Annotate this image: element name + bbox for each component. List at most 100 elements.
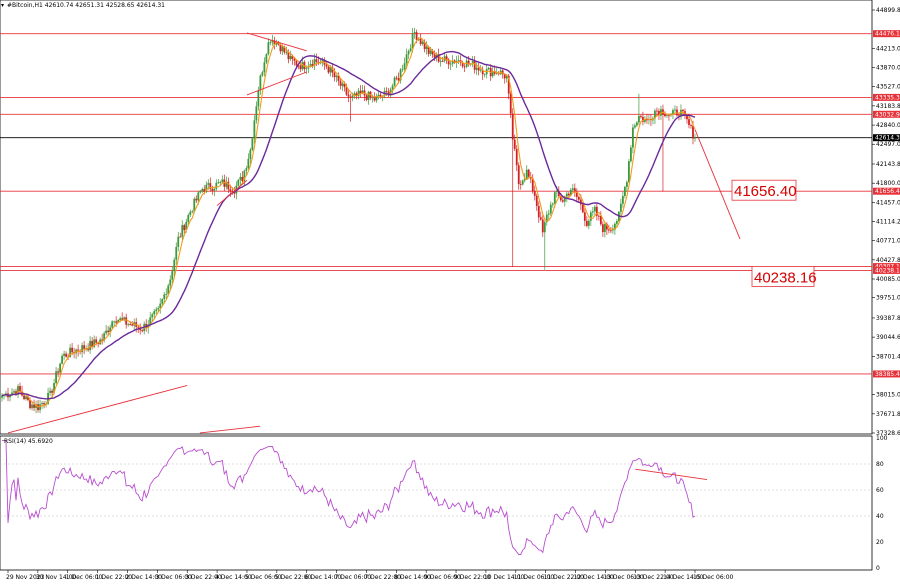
- time-tick-label: 29 Nov 2023: [6, 574, 45, 581]
- candle-body: [523, 178, 526, 181]
- candle-body: [513, 139, 516, 149]
- candle-body: [668, 115, 670, 117]
- level-tag-text: 43335.34: [875, 94, 900, 101]
- price-tick-label: 43183.80: [876, 103, 900, 110]
- candle-body: [267, 42, 270, 55]
- price-tick-label: 43870.00: [876, 65, 900, 72]
- candle-body: [603, 223, 606, 233]
- candle-body: [449, 63, 452, 65]
- price-tick-label: 37328.60: [876, 430, 900, 437]
- candle-body: [463, 66, 466, 68]
- candle-body: [628, 161, 630, 183]
- candle-body: [41, 403, 43, 405]
- candle-body: [125, 317, 128, 325]
- price-tick-label: 42497.00: [876, 141, 900, 148]
- candle-body: [361, 90, 364, 94]
- time-tick-label: 4 Dec 14:00: [215, 574, 252, 581]
- time-tick-label: 5 Dec 06:00: [245, 574, 282, 581]
- price-tick-label: 38701.40: [876, 353, 900, 360]
- candle-body: [247, 158, 250, 169]
- candle-body: [353, 93, 356, 96]
- candle-body: [283, 46, 286, 53]
- candle-body: [521, 180, 524, 185]
- candle-body: [623, 186, 626, 197]
- candle-body: [397, 78, 400, 81]
- candle-body: [15, 391, 17, 395]
- candle-body: [395, 77, 398, 79]
- candle-body: [163, 294, 166, 300]
- time-tick-label: 6 Dec 14:00: [305, 574, 342, 581]
- candle-body: [49, 390, 51, 393]
- candle-body: [553, 192, 556, 204]
- price-tick-label: 41457.00: [876, 199, 900, 206]
- candle-body: [241, 176, 244, 182]
- rsi-line: [2, 440, 696, 555]
- candle-body: [253, 120, 256, 139]
- candle-body: [227, 181, 230, 190]
- candle-body: [263, 62, 266, 73]
- candle-body: [13, 391, 15, 393]
- candle-body: [271, 40, 274, 43]
- rsi-pane-border: [0, 435, 873, 571]
- candle-body: [429, 50, 432, 54]
- candle-body: [281, 46, 284, 52]
- candle-body: [607, 229, 610, 231]
- trend-line: [199, 425, 261, 434]
- time-tick-label: 7 Dec 06:00: [335, 574, 372, 581]
- candle-body: [351, 95, 354, 98]
- candle-body: [55, 371, 57, 384]
- candle-body: [25, 396, 27, 400]
- candle-body: [69, 347, 71, 357]
- candle-body: [545, 214, 548, 223]
- candle-body: [377, 94, 380, 96]
- candle-body: [93, 339, 96, 347]
- candle-body: [63, 353, 65, 356]
- candle-body: [299, 65, 302, 70]
- candle-body: [375, 95, 378, 101]
- candle-body: [107, 330, 110, 333]
- candle-body: [35, 404, 37, 408]
- candle-body: [285, 52, 288, 54]
- candle-body: [495, 73, 498, 74]
- candle-body: [161, 299, 164, 304]
- candle-body: [297, 65, 300, 67]
- candle-body: [347, 94, 350, 97]
- candle-body: [127, 324, 130, 325]
- candle-body: [461, 62, 464, 67]
- candle-body: [441, 60, 444, 62]
- candle-body: [57, 371, 59, 373]
- chevron-down-icon[interactable]: ▾: [1, 2, 4, 9]
- candle-body: [427, 46, 430, 54]
- candle-body: [169, 279, 172, 286]
- candle-body: [205, 184, 208, 192]
- candle-body: [65, 353, 67, 357]
- time-tick-label: 10 Dec 14:00: [484, 574, 525, 581]
- rsi-grid: [0, 463, 872, 517]
- candle-body: [97, 342, 100, 345]
- candle-body: [195, 198, 198, 201]
- time-tick-label: 13 Dec 22:00: [633, 574, 674, 581]
- candle-body: [23, 395, 25, 400]
- price-tick-label: 40085.00: [876, 276, 900, 283]
- time-tick-label: 2 Dec 14:00: [125, 574, 162, 581]
- candle-body: [85, 348, 88, 349]
- candle-body: [481, 69, 484, 75]
- candle-body: [257, 90, 260, 107]
- candle-body: [505, 75, 508, 79]
- candle-body: [467, 60, 470, 65]
- level-tag: [873, 30, 900, 38]
- candle-body: [345, 87, 348, 95]
- rsi-tick-label: 60: [876, 487, 884, 494]
- rsi-tick-label: 80: [876, 461, 884, 468]
- candle-body: [527, 169, 530, 177]
- candle-body: [415, 32, 418, 40]
- candle-body: [517, 165, 520, 185]
- candle-body: [688, 119, 690, 126]
- candle-body: [529, 176, 532, 179]
- candle-body: [569, 189, 572, 196]
- price-tick-label: 43527.00: [876, 84, 900, 91]
- fast-ma-line: [1, 36, 696, 408]
- candle-body: [11, 392, 13, 396]
- candle-body: [519, 184, 522, 185]
